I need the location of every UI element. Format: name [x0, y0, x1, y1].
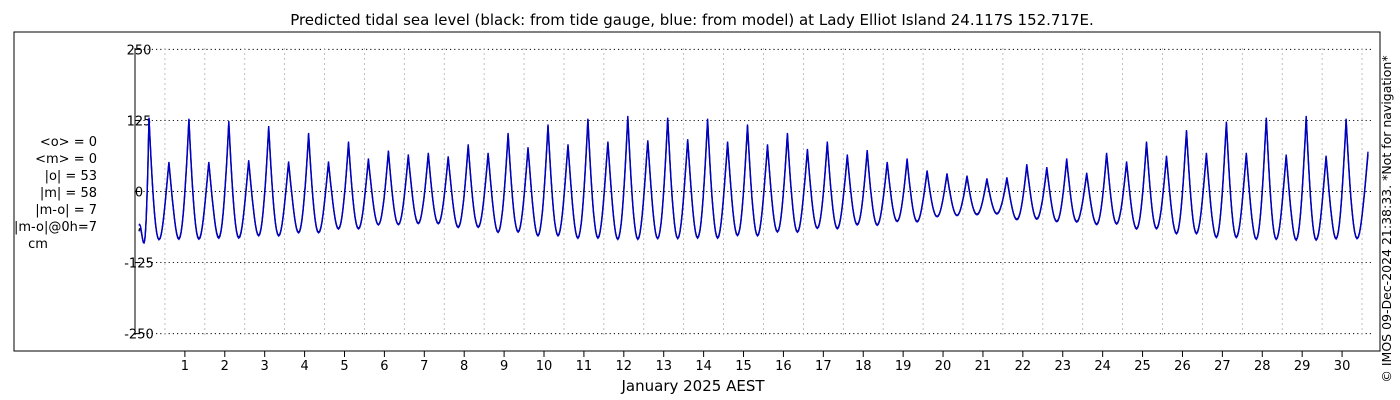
x-tick-label: 1: [181, 359, 189, 374]
x-tick-label: 30: [1334, 359, 1351, 374]
x-tick-label: 5: [340, 359, 348, 374]
y-axis-ticks: 250 125 0 -125 -250: [124, 43, 154, 342]
x-tick-label: 23: [1054, 359, 1071, 374]
series-2: [138, 115, 1369, 245]
y-tick-label: 0: [135, 186, 143, 201]
x-tick-label: 9: [500, 359, 508, 374]
x-tick-label: 22: [1015, 359, 1032, 374]
horizontal-gridlines: [135, 48, 1372, 335]
y-tick-label: -125: [124, 257, 154, 272]
x-tick-label: 25: [1134, 359, 1151, 374]
x-tick-label: 19: [895, 359, 912, 374]
x-tick-label: 8: [460, 359, 468, 374]
x-tick-label: 2: [221, 359, 229, 374]
stat-line: cm: [28, 237, 48, 252]
x-tick-label: 17: [815, 359, 832, 374]
chart-title: Predicted tidal sea level (black: from t…: [290, 11, 1094, 29]
data-series: [138, 115, 1369, 245]
x-axis-ticks: 1 2 3 4 5 6 7 8 9 10 11 12 13 14 15 16 17 18 19 20 21 22 23 24 2…: [181, 351, 1351, 374]
stat-line: |m-o|@0h=7: [14, 220, 97, 235]
x-tick-label: 7: [420, 359, 428, 374]
x-tick-label: 4: [300, 359, 308, 374]
x-tick-label: 27: [1214, 359, 1231, 374]
stat-line: <m> = 0: [35, 152, 97, 167]
x-tick-label: 15: [735, 359, 752, 374]
stat-line: |o| = 53: [45, 169, 97, 184]
x-tick-label: 28: [1254, 359, 1271, 374]
x-tick-label: 14: [695, 359, 712, 374]
x-tick-label: 13: [655, 359, 672, 374]
x-tick-label: 12: [616, 359, 633, 374]
x-axis-label: January 2025 AEST: [621, 377, 766, 395]
x-tick-label: 18: [855, 359, 872, 374]
y-tick-label: 250: [127, 43, 152, 58]
plot-frame: [13, 31, 1381, 352]
x-tick-label: 26: [1174, 359, 1191, 374]
stat-line: <o> = 0: [40, 135, 97, 150]
x-tick-label: 20: [935, 359, 952, 374]
x-tick-label: 11: [576, 359, 593, 374]
stat-line: |m| = 58: [40, 186, 97, 201]
x-tick-label: 21: [975, 359, 992, 374]
x-tick-label: 6: [380, 359, 388, 374]
credit-text: © IMOS 09-Dec-2024 21:38:33. *Not for na…: [1379, 55, 1394, 382]
x-tick-label: 16: [775, 359, 792, 374]
x-tick-label: 10: [536, 359, 553, 374]
stat-line: |m-o| = 7: [35, 203, 97, 218]
statistics-annotations: <o> = 0 <m> = 0 |o| = 53 |m| = 58 |m-o| = 7 |…: [14, 135, 97, 252]
x-tick-label: 24: [1094, 359, 1111, 374]
y-tick-label: 125: [127, 114, 152, 129]
x-tick-label: 29: [1294, 359, 1311, 374]
series-line: [138, 115, 1369, 245]
y-tick-label: -250: [124, 328, 154, 343]
x-tick-label: 3: [261, 359, 269, 374]
